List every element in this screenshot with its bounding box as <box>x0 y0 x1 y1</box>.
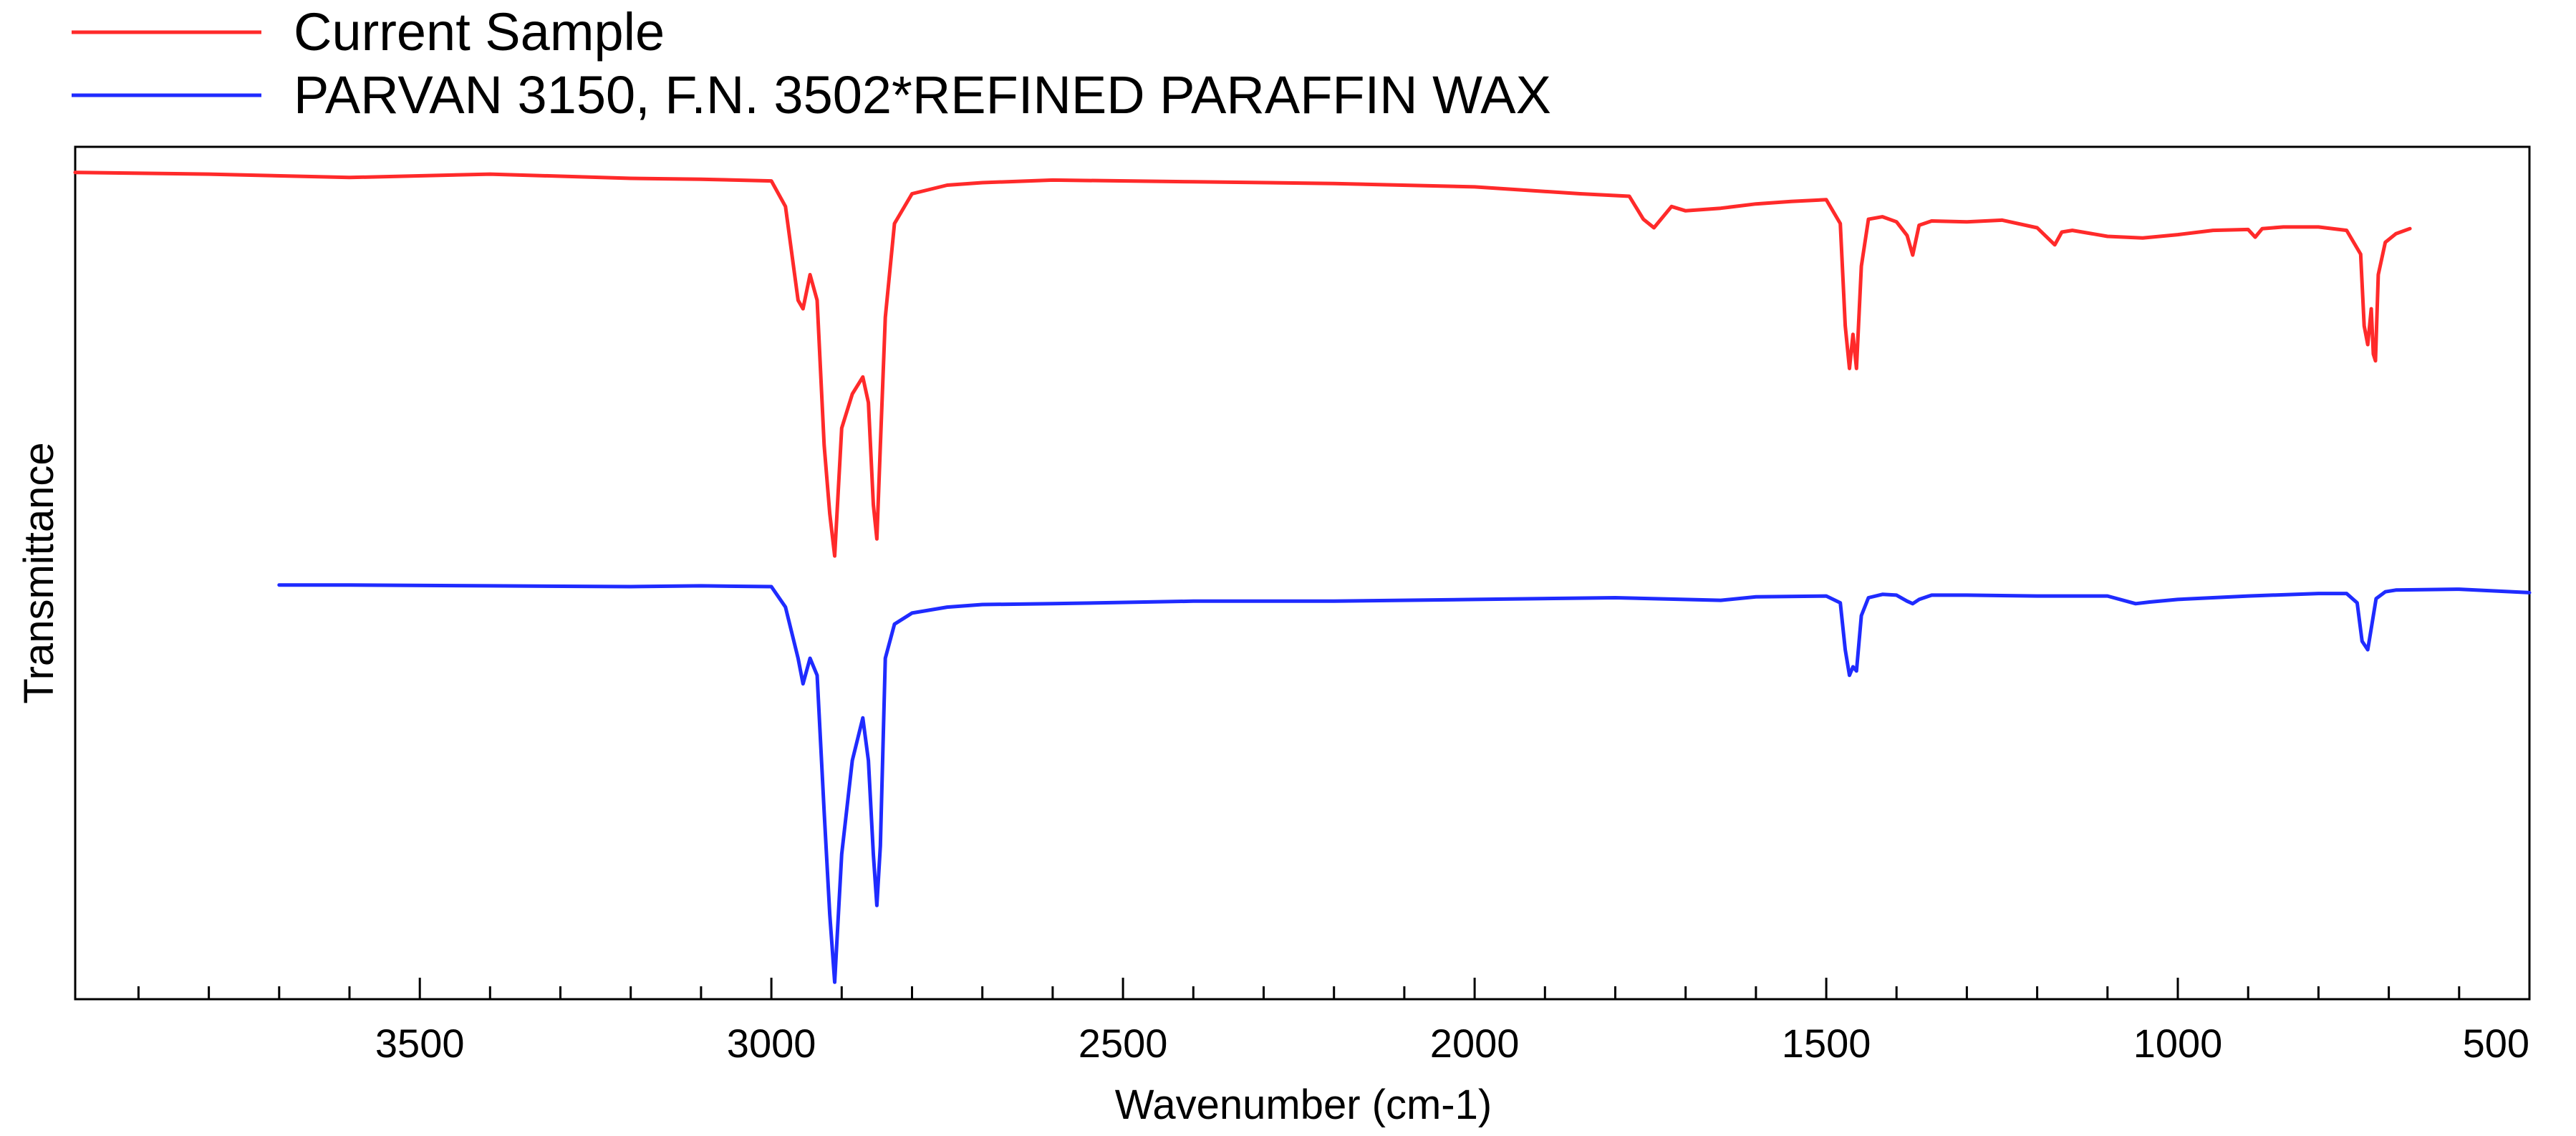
x-axis-tick-label: 2500 <box>1079 1021 1168 1066</box>
x-axis-ticks <box>137 978 2531 999</box>
legend-label-parvan-3150: PARVAN 3150, F.N. 3502*REFINED PARAFFIN … <box>294 65 1551 125</box>
x-axis-tick-label: 3000 <box>727 1021 816 1066</box>
x-axis-tick-labels: 3500 3000 2500 2000 1500 1000 500 <box>375 1021 2529 1066</box>
x-axis-tick-label: 1500 <box>1782 1021 1871 1066</box>
series-line-current-sample <box>73 170 2412 558</box>
y-axis-title: Transmittance <box>16 442 62 703</box>
x-axis-title: Wavenumber (cm-1) <box>1115 1082 1492 1128</box>
x-axis-tick-label: 2000 <box>1430 1021 1520 1066</box>
x-axis-tick-label: 500 <box>2463 1021 2529 1066</box>
series-layer <box>73 170 2532 984</box>
series-line-parvan-3150 <box>277 583 2532 984</box>
x-axis-tick-label: 1000 <box>2133 1021 2223 1066</box>
x-axis-tick-label: 3500 <box>375 1021 465 1066</box>
plot-frame <box>74 145 2531 1001</box>
legend: Current Sample PARVAN 3150, F.N. 3502*RE… <box>72 2 1551 125</box>
legend-label-current-sample: Current Sample <box>294 2 665 62</box>
